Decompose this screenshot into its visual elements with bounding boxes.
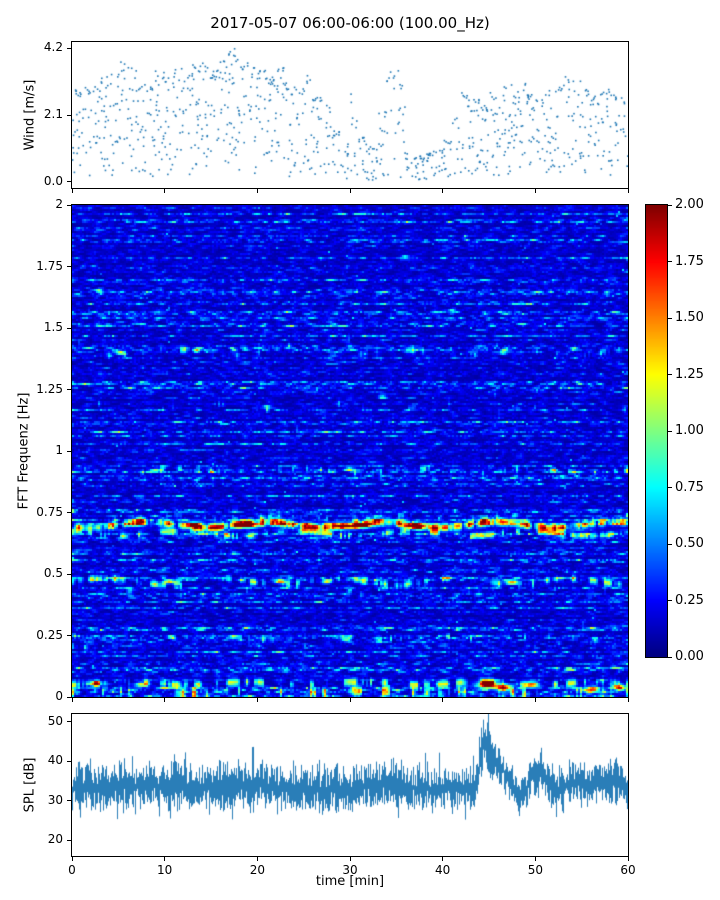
fft-x-tick xyxy=(164,698,166,702)
fft-y-tick xyxy=(67,204,71,206)
fft-y-tick xyxy=(67,512,71,513)
time-x-tick-label: 50 xyxy=(527,863,543,877)
fft-x-tick xyxy=(349,698,351,702)
fft-x-tick xyxy=(627,698,629,702)
colorbar-tick-label: 0.00 xyxy=(675,649,704,664)
fft-y-tick-label: 0.5 xyxy=(43,566,63,580)
colorbar-tick-label: 1.25 xyxy=(675,366,704,382)
x-axis-label: time [min] xyxy=(315,874,385,889)
wind-x-tick xyxy=(349,189,351,193)
fft-y-tick xyxy=(67,450,71,452)
colorbar-axes xyxy=(645,204,668,658)
wind-x-tick xyxy=(442,189,444,193)
time-x-tick xyxy=(534,857,536,861)
spl-y-tick-label: 40 xyxy=(47,753,63,768)
spl-y-tick-label: 50 xyxy=(47,713,63,728)
fft-x-tick xyxy=(534,698,536,702)
fft-x-tick xyxy=(442,698,444,702)
fft-y-tick-label: 1.5 xyxy=(43,320,63,334)
time-x-tick xyxy=(349,857,351,861)
spl-y-tick xyxy=(67,721,71,723)
colorbar-tick xyxy=(668,204,672,206)
colorbar-gradient-canvas xyxy=(646,205,667,657)
wind-x-tick xyxy=(534,189,536,193)
fft-x-tick xyxy=(256,698,258,702)
spl-y-tick-label: 30 xyxy=(47,792,63,807)
colorbar-tick xyxy=(668,656,672,658)
spl-y-tick-label: 20 xyxy=(47,832,63,847)
spl-y-tick xyxy=(67,839,71,841)
time-x-tick-label: 40 xyxy=(435,863,451,877)
spectrogram-axes xyxy=(71,204,629,698)
fft-y-tick-label: 1 xyxy=(55,443,63,457)
fft-y-tick xyxy=(67,696,71,698)
figure-title: 2017-05-07 06:00-06:00 (100.00_Hz) xyxy=(210,14,490,32)
fft-y-tick xyxy=(67,389,71,390)
wind-x-tick xyxy=(256,189,258,193)
fft-y-tick-label: 0.75 xyxy=(36,504,63,519)
time-x-tick xyxy=(164,857,166,861)
colorbar-tick xyxy=(668,261,672,262)
fft-y-tick-label: 1.75 xyxy=(36,258,63,273)
time-x-tick-label: 10 xyxy=(157,863,173,877)
fft-y-tick-label: 0 xyxy=(55,689,63,703)
spl-y-tick xyxy=(67,800,71,802)
colorbar-tick-label: 1.50 xyxy=(675,310,704,325)
colorbar-tick xyxy=(668,487,672,488)
time-x-tick-label: 60 xyxy=(620,863,636,877)
fft-y-tick-label: 2 xyxy=(55,197,63,211)
colorbar-tick xyxy=(668,600,672,601)
time-x-tick-label: 20 xyxy=(249,863,265,877)
fft-y-tick xyxy=(67,266,71,267)
fft-y-tick xyxy=(67,327,71,329)
time-x-tick-label: 0 xyxy=(68,863,76,877)
fft-x-tick xyxy=(71,698,73,702)
spectrogram-heatmap-canvas xyxy=(72,205,628,697)
wind-y-tick xyxy=(67,181,71,183)
colorbar-tick xyxy=(668,430,672,432)
spl-y-tick xyxy=(67,760,71,762)
wind-x-tick xyxy=(164,189,166,193)
wind-y-tick-label: 4.2 xyxy=(43,40,63,55)
spl-line-canvas xyxy=(72,714,628,856)
fft-y-tick-label: 0.25 xyxy=(36,627,63,642)
fft-y-tick xyxy=(67,635,71,636)
wind-axes xyxy=(71,41,629,189)
wind-y-tick-label: 0.0 xyxy=(43,173,63,188)
wind-y-tick xyxy=(67,47,71,49)
colorbar-tick-label: 1.00 xyxy=(675,423,704,438)
colorbar-tick xyxy=(668,317,672,319)
colorbar-tick-label: 0.75 xyxy=(675,479,704,495)
colorbar-tick-label: 0.50 xyxy=(675,536,704,551)
fft-y-tick-label: 1.25 xyxy=(36,381,63,396)
spl-axes xyxy=(71,713,629,857)
time-x-tick xyxy=(256,857,258,861)
colorbar-tick-label: 2.00 xyxy=(675,197,704,212)
wind-x-tick xyxy=(627,189,629,193)
time-x-tick xyxy=(71,857,73,861)
colorbar-tick-label: 1.75 xyxy=(675,253,704,269)
time-x-tick xyxy=(442,857,444,861)
wind-y-tick xyxy=(67,114,71,116)
colorbar-tick-label: 0.25 xyxy=(675,592,704,608)
colorbar-tick xyxy=(668,543,672,545)
wind-y-tick-label: 2.1 xyxy=(43,107,63,121)
colorbar-tick xyxy=(668,374,672,375)
wind-x-tick xyxy=(71,189,73,193)
fft-y-tick xyxy=(67,573,71,575)
wind-scatter-canvas xyxy=(72,42,628,188)
time-x-tick xyxy=(627,857,629,861)
time-x-tick-label: 30 xyxy=(342,863,358,877)
